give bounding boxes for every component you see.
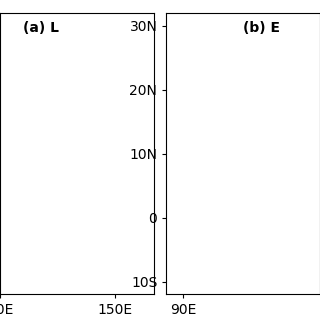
Text: (a) L: (a) L bbox=[23, 21, 59, 35]
Bar bbox=[132, 141, 156, 186]
Text: (b) E: (b) E bbox=[243, 21, 280, 35]
